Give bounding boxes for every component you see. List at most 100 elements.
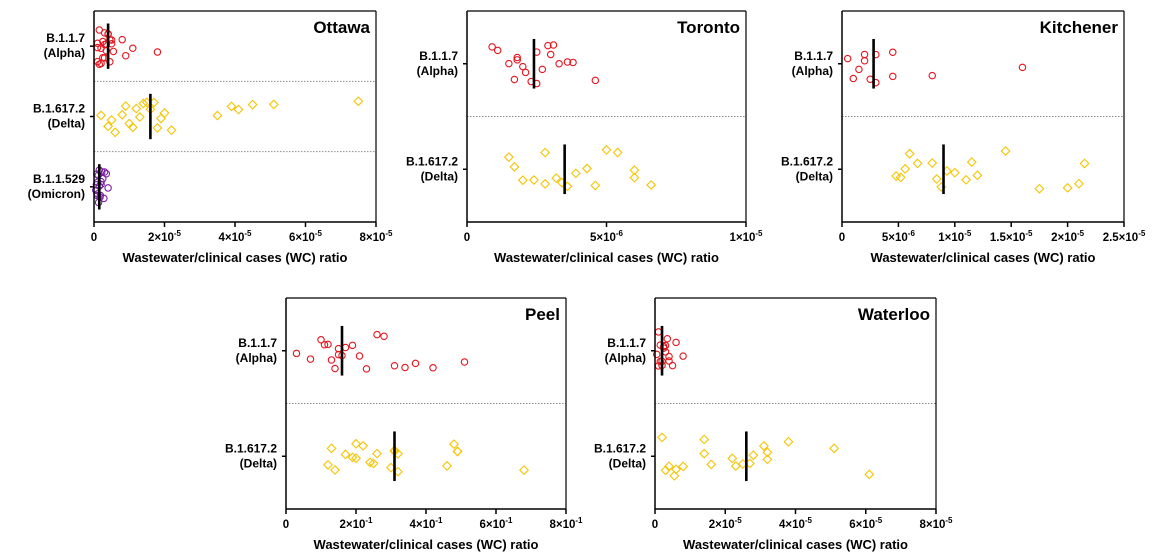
data-point-alpha [106, 58, 114, 66]
data-point-alpha [679, 352, 687, 360]
data-point-delta [452, 446, 463, 457]
data-point-delta [347, 452, 358, 463]
data-point-alpha [563, 58, 572, 66]
group-label-variant: (Delta) [609, 456, 646, 470]
data-point-alpha [591, 76, 600, 85]
data-point-alpha [663, 334, 672, 343]
data-point-delta [166, 125, 177, 136]
x-axis-title: Wastewater/clinical cases (WC) ratio [123, 250, 348, 265]
data-point-alpha [665, 357, 673, 365]
data-point-delta [706, 459, 717, 470]
data-point-delta [159, 108, 170, 118]
data-point-delta [551, 173, 562, 184]
data-point-delta [966, 157, 977, 168]
data-point-alpha [355, 352, 364, 360]
group-label-name: B.1.1.7 [607, 336, 646, 350]
data-point-alpha [928, 71, 936, 80]
data-point-delta [972, 170, 983, 181]
data-point-delta [762, 447, 773, 458]
data-point-delta [678, 461, 689, 472]
data-point-delta [330, 464, 340, 475]
group-label-variant: (Alpha) [605, 351, 646, 365]
data-point-delta [326, 443, 337, 454]
data-point-alpha [544, 41, 552, 50]
data-point-alpha [505, 59, 513, 68]
x-tick-label: 2×10-1 [339, 516, 373, 531]
data-point-alpha [102, 40, 111, 48]
data-point-delta [155, 113, 166, 124]
data-point-delta [226, 101, 237, 112]
group-label-name: B.1.617.2 [33, 102, 85, 116]
data-point-alpha [660, 342, 668, 351]
data-point-delta [657, 432, 668, 443]
panel-peel: Peel B.1.1.7(Alpha) B.1.617.2(Delta) 0 2×10-… [225, 297, 583, 552]
data-point-alpha [538, 65, 547, 74]
data-point-alpha [153, 48, 162, 56]
data-point-alpha [380, 332, 388, 340]
data-point-delta [762, 454, 773, 465]
data-point-delta [540, 178, 551, 189]
data-point-alpha [411, 359, 420, 368]
data-point-delta [1073, 178, 1084, 189]
x-tick-label: 8×10-5 [359, 229, 393, 244]
x-axis-title: Wastewater/clinical cases (WC) ratio [683, 537, 908, 552]
data-point-alpha [1018, 63, 1027, 72]
x-tick-label: 0 [652, 519, 658, 531]
x-tick-label: 4×10-5 [779, 516, 813, 531]
panel-title: Peel [525, 305, 560, 324]
group-label-name: B.1.617.2 [406, 154, 458, 168]
data-point-delta [138, 98, 149, 109]
data-point-alpha [292, 349, 301, 358]
data-point-delta [699, 434, 710, 445]
data-point-alpha [546, 50, 555, 59]
data-point-delta [519, 465, 529, 476]
x-tick-label: 1×10-5 [729, 229, 763, 244]
data-point-omicron [100, 194, 108, 203]
panel-kitchener: Kitchener B.1.1.7(Alpha) B.1.617.2(Delta) 0… [781, 10, 1146, 265]
data-point-delta [912, 158, 923, 169]
data-point-delta [864, 469, 875, 480]
x-tick-label: 2.5×10-5 [1103, 229, 1146, 244]
data-point-alpha [306, 355, 315, 363]
data-point-delta [1062, 182, 1073, 193]
x-tick-label: 1.5×10-5 [990, 229, 1033, 244]
data-point-delta [247, 99, 258, 110]
data-point-alpha [843, 54, 852, 63]
x-tick-label: 8×10-1 [549, 516, 583, 531]
x-tick-label: 6×10-5 [289, 229, 323, 244]
x-axis-title: Wastewater/clinical cases (WC) ratio [494, 250, 719, 265]
data-point-delta [669, 470, 680, 481]
data-point-alpha [317, 336, 325, 344]
data-point-alpha [513, 53, 521, 62]
group-label-variant: (Delta) [240, 456, 277, 470]
data-point-alpha [653, 350, 661, 359]
data-point-alpha [324, 340, 332, 349]
group-label-name: B.1.1.7 [238, 336, 277, 350]
group-label-name: B.1.1.7 [419, 49, 458, 63]
panel-title: Kitchener [1040, 18, 1119, 37]
group-label-name: B.1.1.529 [33, 172, 85, 186]
data-point-alpha [668, 361, 677, 370]
data-point-delta [120, 101, 131, 112]
data-point-delta [829, 443, 840, 454]
data-point-alpha [555, 59, 563, 68]
data-point-alpha [348, 341, 357, 350]
x-tick-label: 6×10-5 [849, 516, 883, 531]
data-point-delta [748, 450, 759, 461]
data-point-delta [449, 439, 459, 450]
data-point-delta [758, 440, 769, 451]
group-label-variant: (Delta) [48, 117, 85, 131]
panel-title: Toronto [677, 18, 740, 37]
data-point-delta [900, 163, 911, 174]
data-point-delta [233, 104, 244, 115]
data-point-alpha [327, 356, 336, 364]
data-point-delta [368, 458, 379, 469]
data-point-alpha [860, 56, 869, 65]
group-label-variant: (Alpha) [44, 46, 85, 60]
data-point-alpha [493, 46, 502, 55]
data-point-delta [540, 147, 551, 158]
data-point-delta [96, 110, 107, 121]
x-tick-label: 5×10-6 [882, 229, 916, 244]
data-point-omicron [104, 184, 112, 192]
